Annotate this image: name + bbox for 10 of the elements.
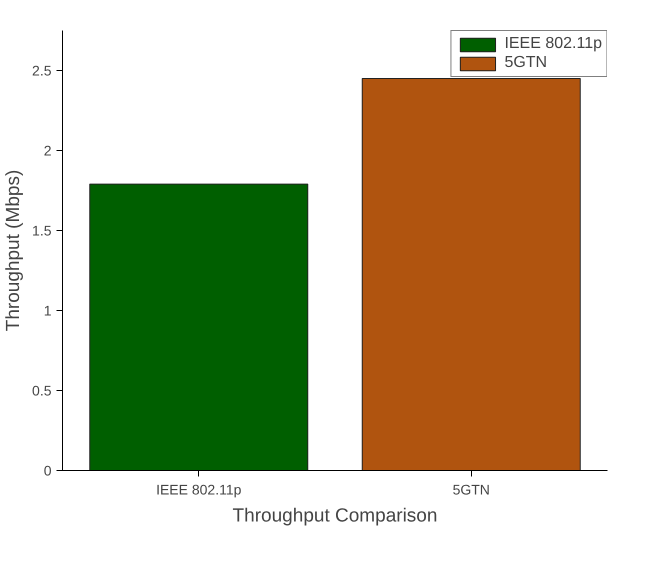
y-tick-label: 2 bbox=[44, 142, 52, 158]
y-tick-label: 2.5 bbox=[32, 62, 52, 78]
y-tick-label: 0 bbox=[44, 462, 52, 478]
legend-label: 5GTN bbox=[504, 54, 548, 72]
y-tick-label: 0.5 bbox=[32, 382, 52, 398]
y-tick-label: 1 bbox=[44, 302, 52, 318]
legend-label: IEEE 802.11p bbox=[504, 35, 602, 53]
y-tick-label: 1.5 bbox=[32, 222, 52, 238]
x-axis-title: Throughput Comparison bbox=[232, 506, 438, 526]
y-axis-title: Throughput (Mbps) bbox=[3, 170, 24, 332]
